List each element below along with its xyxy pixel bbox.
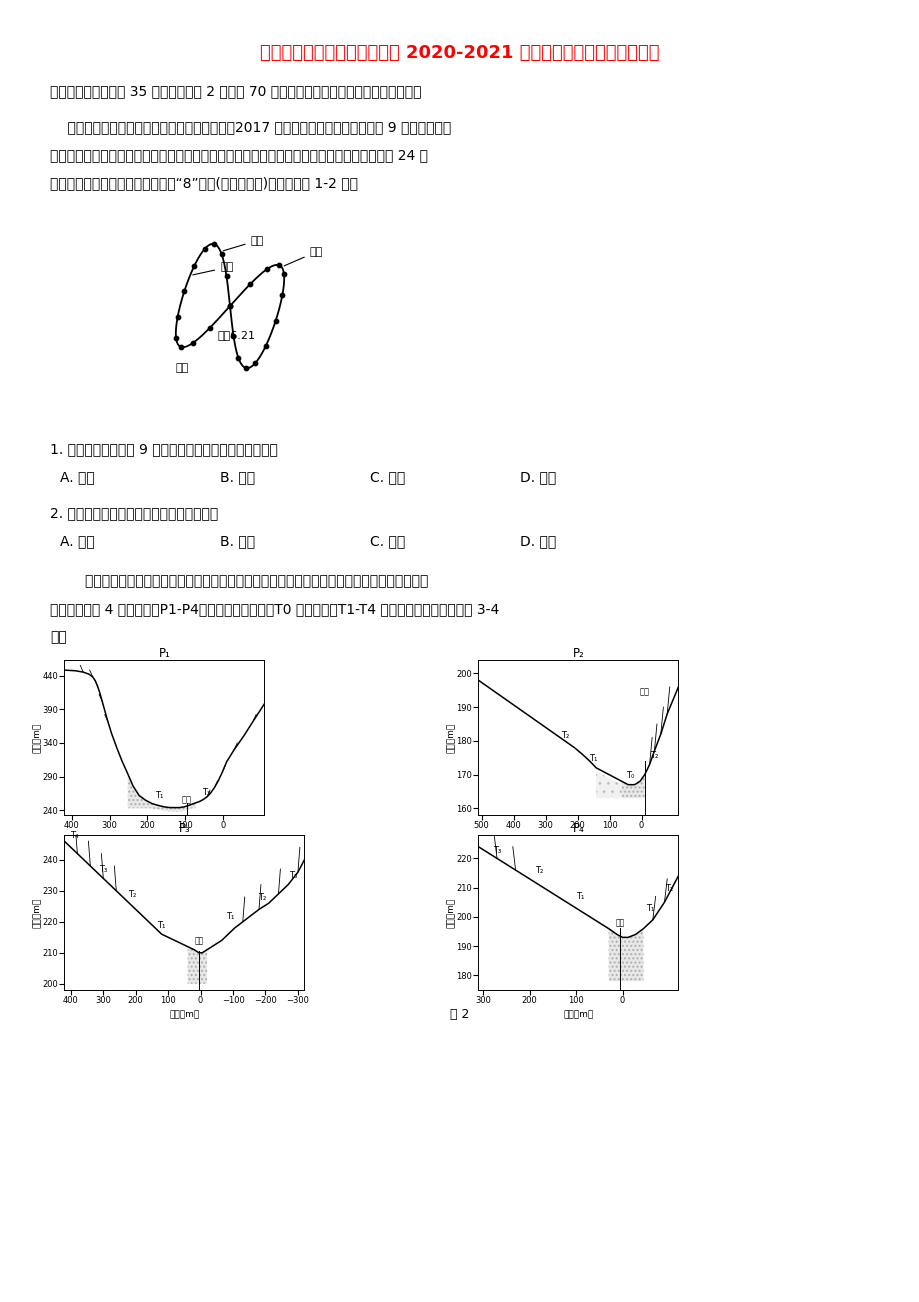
Point: [231, 348, 245, 368]
Title: P₃: P₃: [178, 822, 190, 835]
Y-axis label: 海拔（m）: 海拔（m）: [447, 897, 456, 927]
Text: 太阳叠加，全部位点呈现为倾斜的“8”字形(如下图所示)。据此完成 1-2 题。: 太阳叠加，全部位点呈现为倾斜的“8”字形(如下图所示)。据此完成 1-2 题。: [50, 176, 357, 190]
Title: P₁: P₁: [158, 647, 170, 660]
Text: 白露: 白露: [223, 236, 264, 251]
Point: [202, 318, 217, 339]
Text: T₂: T₂: [534, 866, 542, 875]
Point: [185, 332, 199, 353]
Point: [260, 259, 275, 280]
Text: T₁: T₁: [157, 921, 165, 930]
Point: [277, 264, 291, 285]
Text: B. 正东: B. 正东: [220, 470, 255, 484]
Text: 家界索溪河谷 4 个观测点（P1-P4）的河流阶地剖面（T0 为河漫滩，T1-T4 为河流阶地）。据此完成 3-4: 家界索溪河谷 4 个观测点（P1-P4）的河流阶地剖面（T0 为河漫滩，T1-T…: [50, 602, 499, 616]
Text: T₁: T₁: [576, 892, 584, 901]
X-axis label: 距离（m）: 距离（m）: [562, 836, 593, 845]
Text: T₁: T₁: [646, 904, 654, 913]
Y-axis label: 海拔（m）: 海拔（m）: [33, 897, 42, 927]
Y-axis label: 海拔（m）: 海拔（m）: [33, 723, 42, 753]
Point: [176, 281, 191, 302]
Point: [222, 296, 237, 316]
Point: [275, 284, 289, 305]
Text: 紫溪: 紫溪: [194, 936, 203, 945]
Text: 紫溪: 紫溪: [615, 919, 624, 927]
Point: [243, 273, 257, 294]
Text: T₃: T₃: [289, 871, 297, 880]
Point: [226, 326, 241, 346]
Text: D. 正南: D. 正南: [519, 470, 556, 484]
Point: [187, 255, 201, 276]
Text: 好者在北京海淀区的一栋高楼上，从朝东的窗口以相同位置拍摄太阳。一年下来，他将拍摄的 24 个: 好者在北京海淀区的一栋高楼上，从朝东的窗口以相同位置拍摄太阳。一年下来，他将拍摄…: [50, 148, 427, 161]
Point: [219, 266, 233, 286]
Text: T₂: T₂: [258, 893, 267, 902]
Text: C. 东南: C. 东南: [369, 470, 404, 484]
Text: 夏至6.21: 夏至6.21: [218, 329, 255, 340]
Point: [214, 243, 229, 264]
Text: T₃: T₃: [493, 845, 501, 854]
Title: P₂: P₂: [572, 647, 584, 660]
Text: D. 小寒: D. 小寒: [519, 534, 556, 548]
Point: [268, 310, 283, 331]
Text: T₂: T₂: [129, 891, 137, 898]
Point: [207, 234, 221, 255]
Text: 1. 该摄影师在夏至日 9 点拍摄太阳时，太阳所处的方位是: 1. 该摄影师在夏至日 9 点拍摄太阳时，太阳所处的方位是: [50, 441, 278, 456]
Text: 紫溪: 紫溪: [639, 687, 649, 697]
Point: [170, 307, 185, 328]
Text: T₁: T₁: [588, 754, 596, 763]
Text: T₃: T₃: [99, 866, 108, 874]
Text: A. 东北: A. 东北: [60, 470, 95, 484]
Y-axis label: 海拔（m）: 海拔（m）: [447, 723, 456, 753]
X-axis label: 距离（m）: 距离（m）: [562, 1010, 593, 1019]
Point: [238, 358, 253, 379]
Text: 一、选择题：本题共 35 小题，每小题 2 分，共 70 分。每小题只有一个选项符合题目要求。: 一、选择题：本题共 35 小题，每小题 2 分，共 70 分。每小题只有一个选项…: [50, 85, 421, 98]
Text: T₀: T₀: [626, 771, 634, 780]
Text: 河漫滩是指位于河床主槽一侧或两侧的滩地，在洪水时被淹没，枯水时出露。下图示意湖南张: 河漫滩是指位于河床主槽一侧或两侧的滩地，在洪水时被淹没，枯水时出露。下图示意湖南…: [50, 574, 428, 589]
Point: [222, 296, 237, 316]
Text: T₁: T₁: [155, 792, 164, 801]
Point: [168, 327, 183, 348]
Text: 立夏: 立夏: [284, 247, 323, 266]
Point: [271, 255, 286, 276]
Text: A. 立夏: A. 立夏: [60, 534, 95, 548]
Text: T₄: T₄: [70, 831, 78, 840]
Text: 立冬: 立冬: [193, 263, 233, 275]
Text: T₂: T₂: [664, 884, 673, 893]
Point: [247, 353, 262, 374]
Text: 2. 下列节气中，北京昼夜长短差值最大的是: 2. 下列节气中，北京昼夜长短差值最大的是: [50, 506, 218, 519]
Text: 紫溪: 紫溪: [182, 796, 192, 805]
Text: 图 2: 图 2: [449, 1008, 470, 1021]
X-axis label: 距离（m）: 距离（m）: [149, 836, 179, 845]
Text: B. 白露: B. 白露: [220, 534, 255, 548]
Text: C. 立冬: C. 立冬: [369, 534, 404, 548]
Point: [174, 336, 188, 357]
Text: T₂: T₂: [560, 730, 568, 740]
Text: 不同日期的同一时刻，太阳位置有很大变化。2017 年二十四节气每个对应日期的 9 点，某摄影爱: 不同日期的同一时刻，太阳位置有很大变化。2017 年二十四节气每个对应日期的 9…: [50, 120, 450, 134]
Text: T₂: T₂: [650, 751, 658, 760]
X-axis label: 距离（m）: 距离（m）: [169, 1010, 199, 1019]
Title: P₄: P₄: [572, 822, 584, 835]
Text: 小寒: 小寒: [176, 362, 189, 372]
Text: T₁: T₁: [225, 911, 233, 921]
Text: 山东省淄博市沂源县第二中学 2020-2021 学年高二地理下学期期中试题: 山东省淄博市沂源县第二中学 2020-2021 学年高二地理下学期期中试题: [260, 44, 659, 62]
Point: [258, 336, 273, 357]
Text: 题。: 题。: [50, 630, 67, 644]
Text: T₃: T₃: [201, 788, 210, 797]
Point: [198, 238, 212, 259]
